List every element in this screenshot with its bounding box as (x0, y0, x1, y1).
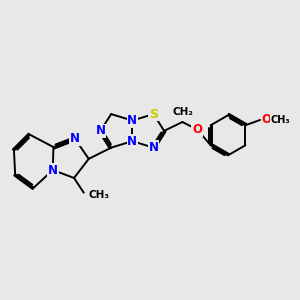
Text: S: S (149, 108, 158, 121)
Text: N: N (95, 124, 106, 137)
Text: N: N (48, 164, 58, 176)
Text: CH₃: CH₃ (88, 190, 109, 200)
Text: O: O (262, 113, 272, 127)
Text: CH₂: CH₂ (172, 107, 194, 117)
Text: N: N (127, 135, 137, 148)
Text: N: N (127, 114, 137, 127)
Text: N: N (70, 132, 80, 145)
Text: N: N (148, 141, 158, 154)
Text: O: O (192, 123, 202, 136)
Text: CH₃: CH₃ (270, 115, 290, 125)
